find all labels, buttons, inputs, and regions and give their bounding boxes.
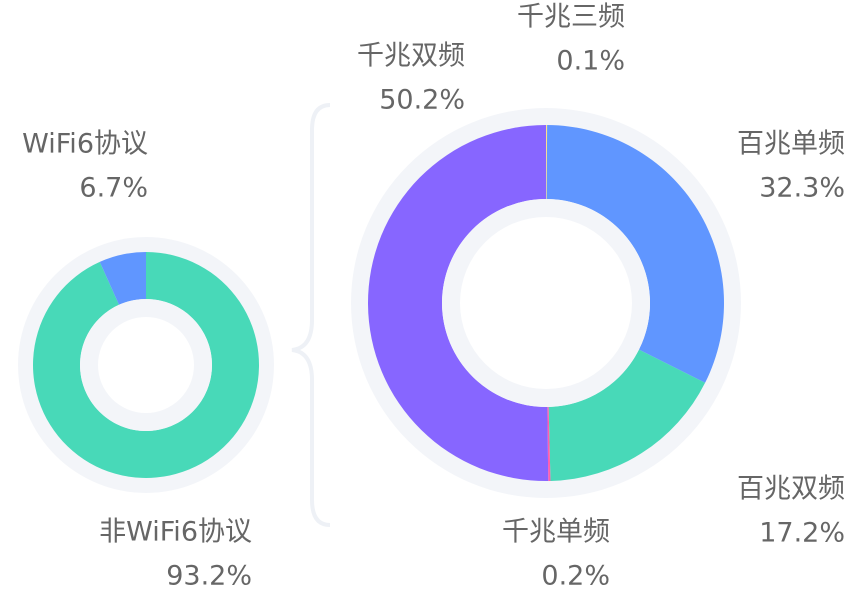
slice-percent: 17.2%: [759, 518, 845, 549]
slice-name: 百兆双频: [737, 474, 845, 505]
donut-slice: [368, 125, 549, 481]
donut-hole: [98, 317, 194, 413]
slice-percent: 6.7%: [79, 173, 148, 204]
brace: [291, 103, 331, 527]
donut-slice: [548, 349, 706, 481]
slice-name: 千兆三频: [517, 2, 625, 33]
donut-slice: [99, 252, 146, 305]
slice-percent: 0.1%: [556, 46, 625, 77]
slice-name: 千兆单频: [502, 517, 610, 548]
slice-percent: 32.3%: [759, 173, 845, 204]
donut-hole: [460, 217, 632, 389]
donut-slice: [547, 406, 551, 481]
slice-percent: 0.2%: [541, 561, 610, 591]
slice-name: WiFi6协议: [22, 129, 148, 160]
slice-name: 非WiFi6协议: [99, 517, 252, 548]
slice-name: 百兆单频: [737, 129, 845, 160]
slice-percent: 50.2%: [379, 85, 465, 116]
donut-slice: [546, 125, 548, 200]
donut-slice: [33, 252, 260, 478]
slice-percent: 93.2%: [166, 561, 252, 591]
slice-name: 千兆双频: [357, 41, 465, 72]
donut-slice: [546, 125, 724, 383]
